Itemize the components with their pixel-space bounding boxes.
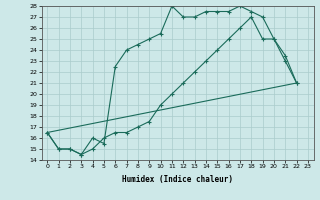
- X-axis label: Humidex (Indice chaleur): Humidex (Indice chaleur): [122, 175, 233, 184]
